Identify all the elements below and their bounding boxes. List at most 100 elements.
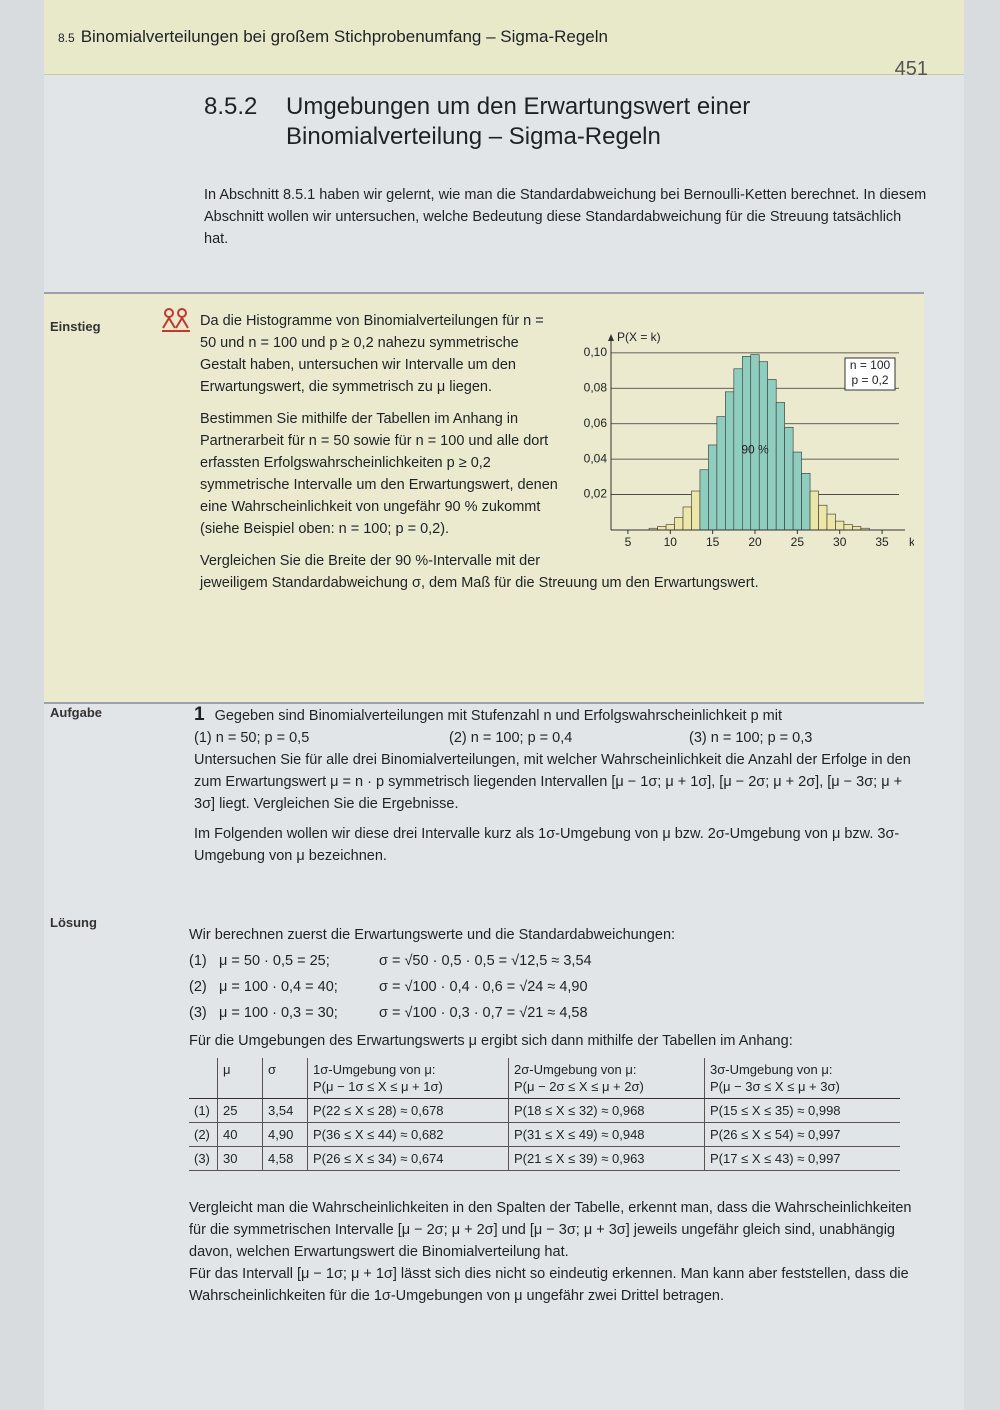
table-cell: (2) xyxy=(189,1122,218,1147)
y-axis-label: P(X = k) xyxy=(617,330,661,344)
header-formula: P(μ − 3σ ≤ X ≤ μ + 3σ) xyxy=(710,1079,840,1094)
table-cell: P(15 ≤ X ≤ 35) ≈ 0,998 xyxy=(704,1098,900,1123)
bar xyxy=(775,402,785,531)
header-cell: 2σ-Umgebung von μ: P(μ − 2σ ≤ X ≤ μ + 2σ) xyxy=(508,1058,705,1099)
x-tick-label: 30 xyxy=(833,535,847,549)
aufgabe: 1 Gegeben sind Binomialverteilungen mit S… xyxy=(194,704,914,867)
partner-icon xyxy=(162,308,190,332)
book-page: 8.5 Binomialverteilungen bei großem Stich… xyxy=(44,0,964,1410)
line-mu: μ = 100 · 0,4 = 40; xyxy=(219,979,338,995)
header-cell: 1σ-Umgebung von μ: P(μ − 1σ ≤ X ≤ μ + 1σ) xyxy=(307,1058,509,1099)
loesung-paragraph: Für das Intervall [μ − 1σ; μ + 1σ] lässt… xyxy=(189,1266,909,1304)
aufgabe-items: (1) n = 50; p = 0,5 (2) n = 100; p = 0,4 (… xyxy=(194,727,914,749)
bar xyxy=(708,444,718,531)
table-cell: (3) xyxy=(189,1146,218,1171)
line-sigma: σ = √100 · 0,3 · 0,7 = √21 ≈ 4,58 xyxy=(379,1005,588,1021)
header-title: 3σ-Umgebung von μ: xyxy=(710,1062,833,1077)
table-cell: P(26 ≤ X ≤ 34) ≈ 0,674 xyxy=(307,1146,509,1171)
loesung-line: (1) μ = 50 · 0,5 = 25; σ = √50 · 0,5 · 0,5… xyxy=(189,950,914,972)
x-tick-label: 15 xyxy=(706,535,720,549)
x-axis-label: k xyxy=(909,535,914,549)
table-cell: P(21 ≤ X ≤ 39) ≈ 0,963 xyxy=(508,1146,705,1171)
einstieg-paragraph: Bestimmen Sie mithilfe der Tabellen im A… xyxy=(200,411,558,537)
table-cell: P(22 ≤ X ≤ 28) ≈ 0,678 xyxy=(307,1098,509,1123)
table-cell: P(17 ≤ X ≤ 43) ≈ 0,997 xyxy=(704,1146,900,1171)
section-number: 8.5 xyxy=(58,31,75,45)
table-header-row: μ σ 1σ-Umgebung von μ: P(μ − 1σ ≤ X ≤ μ +… xyxy=(189,1058,900,1099)
histogram: 0,02 0,04 0,06 0,08 0,10 5 10 15 20 25 30 35 P(X = k… xyxy=(584,330,916,549)
table-cell: 40 xyxy=(217,1122,263,1147)
table-intro: Für die Umgebungen des Erwartungswerts μ… xyxy=(189,1033,793,1049)
bar xyxy=(818,504,828,531)
heading: 8.5.2 Umgebungen um den Erwartungswert ei… xyxy=(204,92,864,152)
x-tick-label: 20 xyxy=(748,535,762,549)
bar xyxy=(682,506,692,531)
sigma-table: μ σ 1σ-Umgebung von μ: P(μ − 1σ ≤ X ≤ μ +… xyxy=(189,1058,900,1171)
loesung-paragraph: Vergleicht man die Wahrscheinlichkeiten … xyxy=(189,1200,912,1260)
bar xyxy=(826,513,836,531)
table-cell: P(36 ≤ X ≤ 44) ≈ 0,682 xyxy=(307,1122,509,1147)
bar xyxy=(699,469,709,531)
aufgabe-paragraph: Untersuchen Sie für alle drei Binomialve… xyxy=(194,752,911,812)
einstieg-paragraph: Da die Histogramme von Binomialverteilun… xyxy=(200,313,544,395)
header-title: 1σ-Umgebung von μ: xyxy=(313,1062,436,1077)
heading-text: 8.5.2 Umgebungen um den Erwartungswert ei… xyxy=(204,92,864,152)
loesung-intro: Wir berechnen zuerst die Erwartungswerte… xyxy=(189,927,676,943)
table-row: (1) 25 3,54 P(22 ≤ X ≤ 28) ≈ 0,678 P(18 ≤ X … xyxy=(189,1098,900,1123)
y-tick-label: 0,02 xyxy=(584,487,608,501)
x-tick-label: 10 xyxy=(664,535,678,549)
bar xyxy=(657,526,667,531)
loesung-line: (3) μ = 100 · 0,3 = 30; σ = √100 · 0,3 · 0… xyxy=(189,1002,914,1024)
annotation: 90 % xyxy=(741,442,769,456)
line-number: (3) xyxy=(189,1005,207,1021)
aufgabe-item: (2) n = 100; p = 0,4 xyxy=(449,730,573,746)
line-number: (1) xyxy=(189,953,207,969)
einstieg-paragraph: Vergleichen Sie die Breite der 90 %-Inte… xyxy=(200,553,759,591)
header-formula: P(μ − 2σ ≤ X ≤ μ + 2σ) xyxy=(514,1079,644,1094)
y-axis-arrow xyxy=(608,334,614,341)
table-cell: P(31 ≤ X ≤ 49) ≈ 0,948 xyxy=(508,1122,705,1147)
bar xyxy=(835,520,845,531)
table-cell: 25 xyxy=(217,1098,263,1123)
aufgabe-item: (3) n = 100; p = 0,3 xyxy=(689,730,813,746)
legend-box xyxy=(844,357,896,391)
bar xyxy=(809,490,819,531)
section-title: Binomialverteilungen bei großem Stichpro… xyxy=(80,27,608,46)
table-cell: (1) xyxy=(189,1098,218,1123)
header-formula: P(μ − 1σ ≤ X ≤ μ + 1σ) xyxy=(313,1079,443,1094)
legend-entry: p = 0,2 xyxy=(851,373,888,387)
bar xyxy=(852,526,862,531)
line-sigma: σ = √100 · 0,4 · 0,6 = √24 ≈ 4,90 xyxy=(379,979,588,995)
loesung-line: (2) μ = 100 · 0,4 = 40; σ = √100 · 0,4 · 0… xyxy=(189,976,914,998)
table-cell: 4,90 xyxy=(262,1122,308,1147)
x-tick-label: 35 xyxy=(875,535,889,549)
line-mu: μ = 100 · 0,3 = 30; xyxy=(219,1005,338,1021)
bar xyxy=(665,524,675,531)
einstieg-content: 0,02 0,04 0,06 0,08 0,10 5 10 15 20 25 30 35 P(X = k… xyxy=(200,310,916,604)
einstieg-label: Einstieg xyxy=(50,319,101,334)
histogram-wrap: 0,02 0,04 0,06 0,08 0,10 5 10 15 20 25 30 35 P(X = k… xyxy=(569,330,916,570)
table-cell: 3,54 xyxy=(262,1098,308,1123)
bar xyxy=(767,379,777,531)
intro: In Abschnitt 8.5.1 haben wir gelernt, wi… xyxy=(204,187,927,247)
x-tick-label: 5 xyxy=(625,535,632,549)
loesung: Wir berechnen zuerst die Erwartungswerte… xyxy=(189,924,914,1307)
y-tick-label: 0,10 xyxy=(584,345,608,359)
heading-title: Umgebungen um den Erwartungswert einer B… xyxy=(286,93,751,150)
header-title: 2σ-Umgebung von μ: xyxy=(514,1062,637,1077)
header-cell xyxy=(189,1058,218,1099)
bar xyxy=(725,391,735,531)
aufgabe-intro: 1 Gegeben sind Binomialverteilungen mit S… xyxy=(194,704,914,727)
einstieg-box: Einstieg 0,02 0,04 0,06 0,08 0,10 5 10 15 20 25 30… xyxy=(44,292,924,704)
aufgabe-number: 1 xyxy=(194,704,205,725)
page-number: 451 xyxy=(894,58,928,80)
bar xyxy=(843,524,853,531)
line-mu: μ = 50 · 0,5 = 25; xyxy=(219,953,330,969)
table-row: (3) 30 4,58 P(26 ≤ X ≤ 34) ≈ 0,674 P(21 ≤ X … xyxy=(189,1146,900,1171)
table-body: (1) 25 3,54 P(22 ≤ X ≤ 28) ≈ 0,678 P(18 ≤ X … xyxy=(189,1098,900,1171)
header-cell: 3σ-Umgebung von μ: P(μ − 3σ ≤ X ≤ μ + 3σ) xyxy=(704,1058,900,1099)
legend-entry: n = 100 xyxy=(850,358,891,372)
aufgabe-text: Gegeben sind Binomialverteilungen mit St… xyxy=(214,708,782,724)
line-number: (2) xyxy=(189,979,207,995)
bar xyxy=(784,426,794,531)
